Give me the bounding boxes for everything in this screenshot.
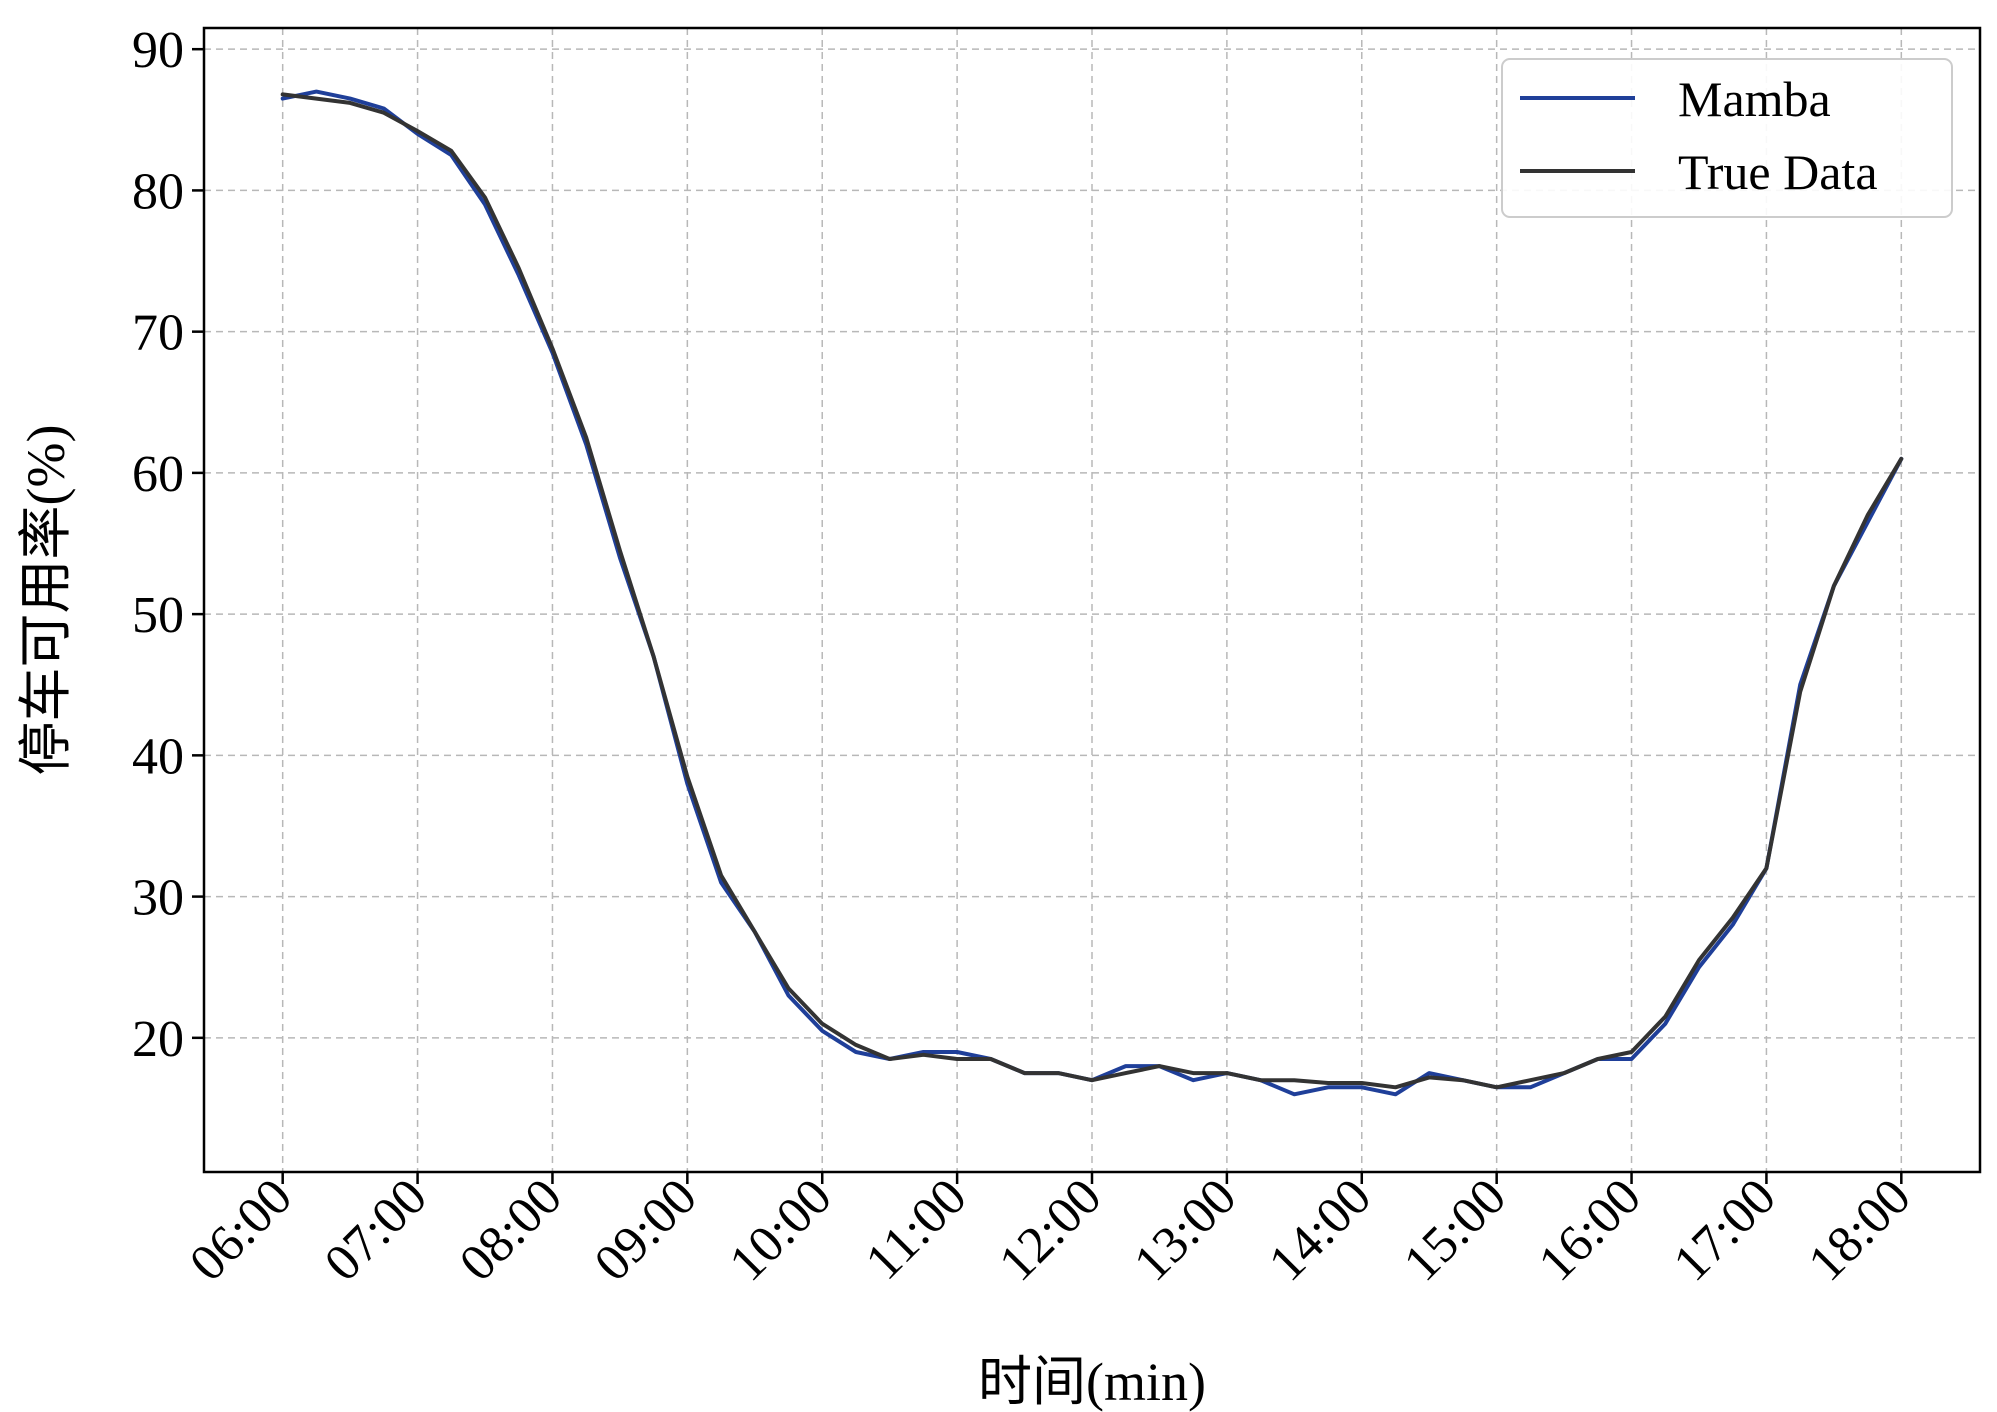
x-tick-label: 11:00 (855, 1168, 978, 1291)
series-line-true-data (280, 92, 1904, 1090)
x-tick-label: 18:00 (1798, 1168, 1922, 1292)
y-tick-label: 70 (132, 305, 184, 362)
y-tick-label: 60 (132, 446, 184, 503)
x-axis-title: 时间(min) (978, 1352, 1206, 1412)
x-tick-label: 12:00 (988, 1168, 1112, 1292)
y-tick-label: 40 (132, 728, 184, 785)
y-tick-label: 80 (132, 163, 184, 220)
x-tick-label: 14:00 (1258, 1168, 1382, 1292)
y-tick-label: 50 (132, 587, 184, 644)
x-tick-label: 13:00 (1123, 1168, 1247, 1292)
x-tick-label: 09:00 (584, 1168, 708, 1292)
legend: Mamba True Data (1501, 58, 1953, 218)
grid-lines (204, 28, 1980, 1172)
axis-ticks (192, 47, 1903, 1184)
y-axis-title: 停车可用率(%) (16, 425, 76, 776)
legend-label-mamba: Mamba (1678, 71, 1831, 127)
y-tick-label: 20 (132, 1011, 184, 1068)
legend-label-true-data: True Data (1678, 144, 1878, 200)
x-tick-label: 06:00 (179, 1168, 303, 1292)
x-tick-label: 08:00 (449, 1168, 573, 1292)
x-tick-label: 10:00 (719, 1168, 843, 1292)
x-tick-label: 07:00 (314, 1168, 438, 1292)
y-tick-label: 90 (132, 22, 184, 79)
series-lines (280, 89, 1904, 1097)
y-tick-label: 30 (132, 870, 184, 927)
x-tick-label: 17:00 (1663, 1168, 1787, 1292)
x-tick-label: 15:00 (1393, 1168, 1517, 1292)
x-tick-label: 16:00 (1528, 1168, 1652, 1292)
